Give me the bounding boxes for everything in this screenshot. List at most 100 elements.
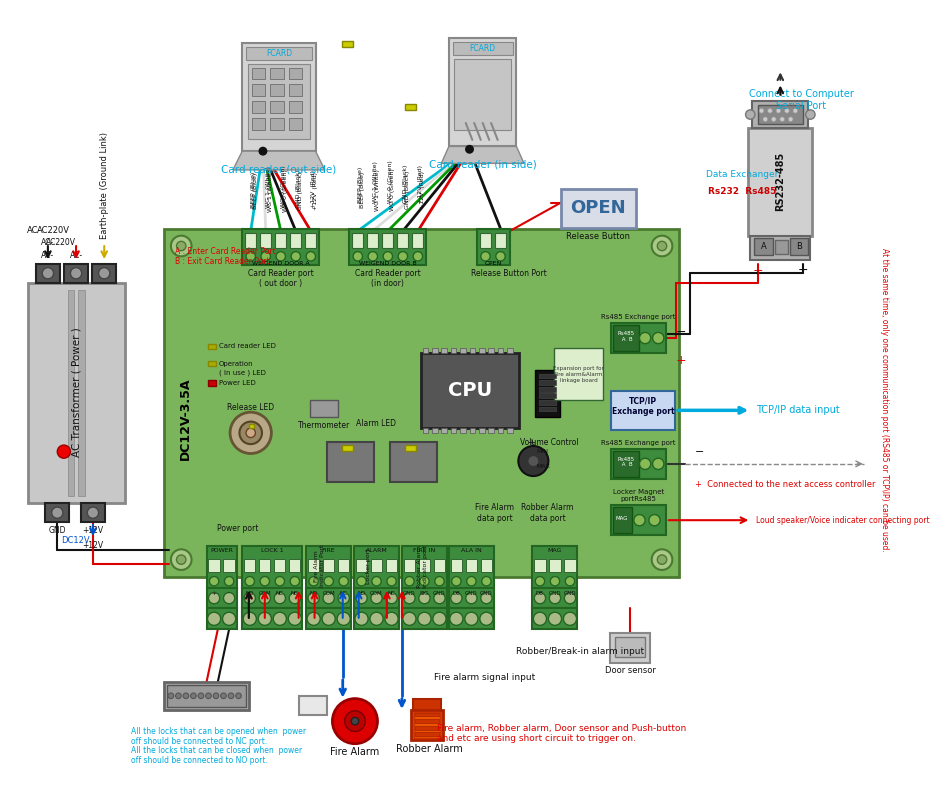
Circle shape: [176, 242, 186, 250]
Bar: [561, 189, 636, 228]
Text: WG 0 (Green): WG 0 (Green): [281, 165, 286, 207]
Bar: [452, 42, 513, 55]
Bar: [207, 588, 237, 609]
Text: OPEN: OPEN: [570, 199, 626, 218]
Circle shape: [213, 693, 219, 698]
Text: GND: GND: [548, 590, 562, 596]
Circle shape: [208, 612, 221, 626]
Bar: [270, 67, 284, 79]
Bar: [402, 609, 447, 629]
Bar: [507, 348, 513, 353]
Circle shape: [183, 693, 188, 698]
Bar: [259, 558, 270, 572]
Text: AC-: AC-: [69, 251, 83, 260]
Circle shape: [57, 445, 70, 458]
Bar: [356, 558, 367, 572]
Circle shape: [780, 117, 784, 122]
Circle shape: [763, 117, 767, 122]
Circle shape: [206, 693, 211, 698]
Circle shape: [198, 693, 204, 698]
Circle shape: [565, 593, 576, 604]
Bar: [354, 546, 399, 588]
Circle shape: [224, 593, 235, 604]
Circle shape: [466, 577, 476, 586]
Text: +: +: [676, 354, 686, 367]
Text: +: +: [527, 438, 535, 448]
Bar: [532, 588, 578, 609]
Bar: [274, 558, 286, 572]
Text: DB: DB: [452, 590, 461, 596]
Bar: [611, 449, 665, 479]
Circle shape: [527, 455, 539, 466]
Bar: [565, 558, 576, 572]
Text: Rs485
 A  B: Rs485 A B: [618, 330, 635, 342]
Bar: [165, 229, 679, 577]
Bar: [242, 546, 303, 588]
Text: GND (Black): GND (Black): [296, 169, 301, 207]
Text: Thermometer: Thermometer: [298, 421, 350, 430]
Circle shape: [276, 252, 286, 261]
Bar: [207, 609, 237, 629]
Bar: [549, 558, 561, 572]
Circle shape: [465, 612, 478, 626]
Text: AC-: AC-: [41, 251, 54, 260]
Bar: [382, 233, 393, 248]
Text: All the locks that can be closed when  power
off should be connected to NO port.: All the locks that can be closed when po…: [131, 746, 303, 765]
Text: Fire alarm signal input: Fire alarm signal input: [434, 673, 535, 682]
Circle shape: [259, 593, 270, 604]
Bar: [790, 238, 808, 255]
Bar: [168, 685, 246, 707]
Bar: [208, 361, 216, 366]
Circle shape: [652, 236, 672, 256]
Text: −: −: [676, 326, 686, 339]
Circle shape: [274, 593, 286, 604]
Bar: [64, 264, 89, 282]
Text: WG 1 (White): WG 1 (White): [266, 166, 270, 207]
Text: COM: COM: [323, 590, 335, 596]
Circle shape: [42, 267, 53, 279]
Text: Rs232  Rs485: Rs232 Rs485: [707, 187, 776, 196]
Circle shape: [548, 612, 562, 626]
Text: Connect to Computer
Serial Port: Connect to Computer Serial Port: [748, 89, 853, 110]
Text: WEIGEND DOOR A: WEIGEND DOOR A: [252, 261, 309, 266]
Text: FCARD: FCARD: [266, 49, 292, 58]
Text: Fire Alarm: Fire Alarm: [330, 747, 380, 758]
Circle shape: [356, 593, 367, 604]
Text: Volume Control: Volume Control: [520, 438, 579, 447]
Circle shape: [260, 577, 269, 586]
Bar: [460, 348, 466, 353]
Text: LOCK 1: LOCK 1: [261, 548, 284, 554]
Text: Release LED: Release LED: [228, 403, 274, 412]
Circle shape: [88, 507, 99, 518]
Bar: [68, 290, 74, 496]
Text: GND: GND: [480, 590, 493, 596]
Circle shape: [230, 412, 271, 454]
Bar: [432, 348, 438, 353]
Bar: [309, 400, 338, 417]
Circle shape: [413, 252, 423, 261]
Bar: [248, 64, 309, 139]
Circle shape: [451, 577, 461, 586]
Bar: [554, 348, 603, 400]
Bar: [402, 588, 447, 609]
Bar: [415, 713, 440, 717]
Bar: [290, 233, 302, 248]
Bar: [275, 233, 287, 248]
Bar: [289, 85, 303, 96]
Text: DC12V-3.5A: DC12V-3.5A: [178, 378, 191, 460]
Text: MAG: MAG: [547, 548, 562, 554]
Circle shape: [788, 117, 793, 122]
Text: WG 0 (Green): WG 0 (Green): [389, 168, 395, 211]
Polygon shape: [233, 151, 325, 170]
Text: TCP/IP
Exchange port: TCP/IP Exchange port: [612, 396, 675, 416]
Text: GND (Black): GND (Black): [403, 165, 407, 203]
Bar: [248, 425, 253, 428]
Bar: [242, 588, 303, 609]
Circle shape: [309, 577, 318, 586]
Bar: [454, 59, 511, 130]
Bar: [307, 609, 351, 629]
Text: All the locks that can be opened when  power
off should be connected to NC port.: All the locks that can be opened when po…: [131, 726, 307, 746]
Text: NO: NO: [309, 590, 318, 596]
Text: Rs485
 A  B: Rs485 A B: [618, 457, 635, 467]
Circle shape: [535, 577, 545, 586]
